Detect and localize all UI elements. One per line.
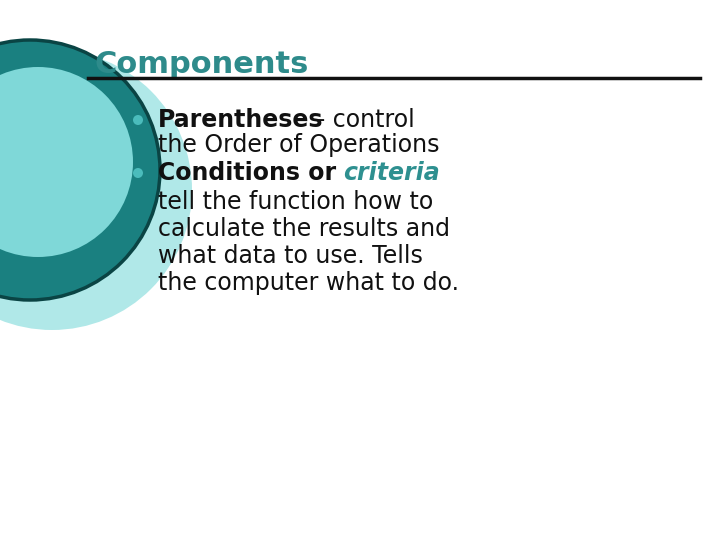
Text: the Order of Operations: the Order of Operations bbox=[158, 133, 439, 157]
Circle shape bbox=[0, 67, 133, 257]
Text: criteria: criteria bbox=[343, 161, 440, 185]
Text: calculate the results and: calculate the results and bbox=[158, 217, 450, 241]
Text: tell the function how to: tell the function how to bbox=[158, 190, 433, 214]
Text: Components: Components bbox=[95, 50, 310, 79]
Text: Parentheses: Parentheses bbox=[158, 108, 323, 132]
Text: Conditions or: Conditions or bbox=[158, 161, 344, 185]
Circle shape bbox=[0, 40, 160, 300]
Text: – control: – control bbox=[306, 108, 415, 132]
Circle shape bbox=[133, 168, 143, 178]
Text: what data to use. Tells: what data to use. Tells bbox=[158, 244, 423, 268]
Circle shape bbox=[133, 115, 143, 125]
Circle shape bbox=[0, 50, 192, 330]
Text: the computer what to do.: the computer what to do. bbox=[158, 271, 459, 295]
